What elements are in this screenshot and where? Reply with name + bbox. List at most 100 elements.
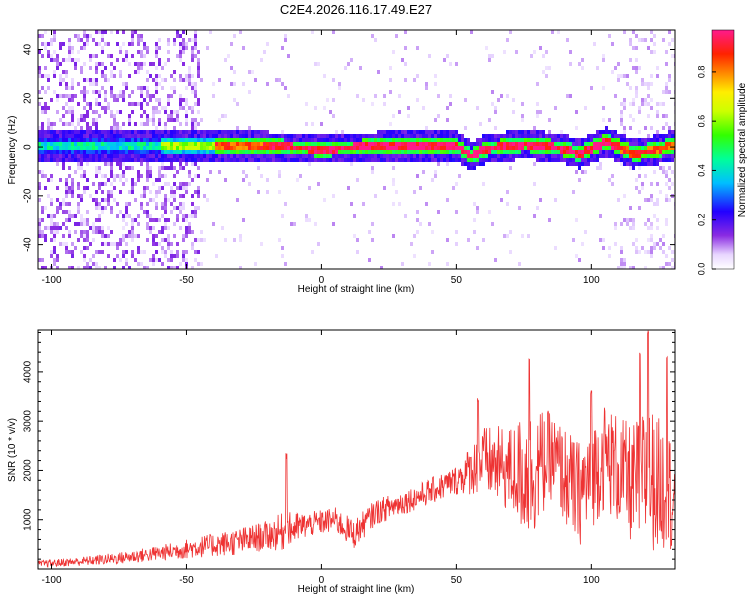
heatmap-cell [299, 134, 302, 138]
heatmap-cell [518, 262, 521, 266]
heatmap-cell [161, 214, 164, 218]
heatmap-cell [332, 114, 335, 118]
heatmap-cell [653, 142, 656, 146]
heatmap-cell [413, 150, 416, 154]
heatmap-cell [404, 214, 407, 218]
heatmap-cell [179, 202, 182, 206]
heatmap-cell [413, 134, 416, 138]
heatmap-cell [110, 190, 113, 194]
heatmap-cell [140, 262, 143, 266]
heatmap-cell [665, 62, 668, 66]
heatmap-cell [68, 158, 71, 162]
heatmap-cell [257, 134, 260, 138]
heatmap-cell [311, 30, 314, 34]
heatmap-cell [167, 138, 170, 142]
heatmap-cell [638, 174, 641, 178]
heatmap-cell [335, 146, 338, 150]
heatmap-cell [134, 138, 137, 142]
heatmap-cell [194, 38, 197, 42]
heatmap-cell [503, 134, 506, 138]
heatmap-cell [308, 186, 311, 190]
heatmap-cell [320, 158, 323, 162]
heatmap-cell [446, 130, 449, 134]
heatmap-cell [428, 54, 431, 58]
heatmap-cell [641, 150, 644, 154]
heatmap-cell [653, 170, 656, 174]
heatmap-cell [215, 142, 218, 146]
heatmap-cell [71, 254, 74, 258]
heatmap-cell [137, 174, 140, 178]
heatmap-cell [374, 38, 377, 42]
heatmap-cell [170, 266, 173, 269]
heatmap-cell [194, 210, 197, 214]
heatmap-cell [656, 182, 659, 186]
heatmap-cell [350, 150, 353, 154]
heatmap-cell [119, 50, 122, 54]
heatmap-cell [173, 38, 176, 42]
x-tick-label: 0 [319, 275, 325, 286]
heatmap-cell [194, 214, 197, 218]
heatmap-cell [86, 186, 89, 190]
heatmap-cell [68, 110, 71, 114]
heatmap-cell [80, 158, 83, 162]
heatmap-cell [434, 74, 437, 78]
heatmap-cell [620, 146, 623, 150]
heatmap-cell [125, 50, 128, 54]
heatmap-cell [245, 146, 248, 150]
heatmap-cell [350, 58, 353, 62]
heatmap-cell [521, 102, 524, 106]
heatmap-cell [491, 146, 494, 150]
heatmap-cell [122, 266, 125, 269]
heatmap-cell [338, 138, 341, 142]
heatmap-cell [206, 142, 209, 146]
heatmap-cell [332, 138, 335, 142]
heatmap-cell [668, 78, 671, 82]
heatmap-cell [581, 142, 584, 146]
heatmap-cell [326, 138, 329, 142]
heatmap-cell [62, 122, 65, 126]
heatmap-cell [86, 110, 89, 114]
heatmap-cell [95, 250, 98, 254]
heatmap-cell [578, 258, 581, 262]
heatmap-cell [191, 162, 194, 166]
heatmap-cell [632, 158, 635, 162]
heatmap-cell [227, 142, 230, 146]
heatmap-cell [233, 82, 236, 86]
heatmap-cell [446, 142, 449, 146]
heatmap-cell [512, 142, 515, 146]
heatmap-cell [128, 230, 131, 234]
heatmap-cell [191, 46, 194, 50]
heatmap-cell [47, 78, 50, 82]
heatmap-cell [101, 50, 104, 54]
heatmap-cell [332, 154, 335, 158]
heatmap-cell [200, 130, 203, 134]
heatmap-cell [194, 150, 197, 154]
heatmap-cell [155, 98, 158, 102]
heatmap-cell [620, 118, 623, 122]
heatmap-cell [131, 30, 134, 34]
heatmap-cell [245, 142, 248, 146]
heatmap-cell [623, 74, 626, 78]
heatmap-cell [428, 138, 431, 142]
heatmap-cell [98, 226, 101, 230]
heatmap-cell [623, 30, 626, 34]
heatmap-cell [98, 230, 101, 234]
heatmap-cell [53, 246, 56, 250]
heatmap-cell [146, 78, 149, 82]
heatmap-cell [41, 158, 44, 162]
heatmap-cell [575, 126, 578, 130]
heatmap-cell [71, 50, 74, 54]
heatmap-cell [656, 110, 659, 114]
heatmap-cell [449, 138, 452, 142]
heatmap-cell [281, 138, 284, 142]
heatmap-cell [182, 130, 185, 134]
heatmap-cell [494, 154, 497, 158]
heatmap-cell [464, 126, 467, 130]
heatmap-cell [191, 202, 194, 206]
heatmap-cell [494, 110, 497, 114]
heatmap-cell [620, 154, 623, 158]
heatmap-cell [320, 146, 323, 150]
heatmap-cell [599, 134, 602, 138]
heatmap-cell [656, 202, 659, 206]
heatmap-cell [617, 154, 620, 158]
